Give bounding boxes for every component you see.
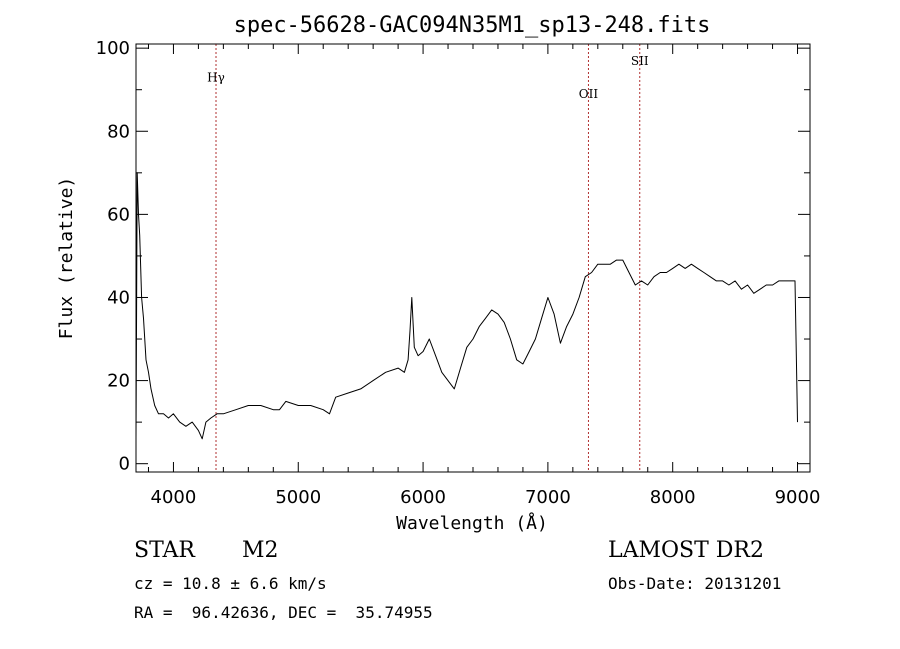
survey-name: LAMOST DR2 [608,538,764,563]
chart-title: spec-56628-GAC094N35M1_sp13-248.fits [234,13,711,38]
y-tick-label: 0 [119,454,130,475]
line-marker-label: OII [579,87,599,101]
x-tick-label: 5000 [275,487,321,508]
y-tick-label: 40 [107,287,130,308]
line-marker-label: SII [631,54,649,68]
spectrum-line [135,172,798,440]
plot-frame [135,43,811,473]
y-tick-label: 100 [96,38,130,59]
y-axis-label: Flux (relative) [56,177,77,340]
y-tick-label: 20 [107,371,130,392]
x-tick-label: 6000 [400,487,446,508]
y-tick-label: 60 [107,204,130,225]
x-tick-label: 8000 [650,487,696,508]
obs-date: Obs-Date: 20131201 [608,574,782,593]
coordinates: RA = 96.42636, DEC = 35.74955 [134,603,433,622]
object-type: STAR [134,538,195,563]
x-tick-label: 9000 [775,487,821,508]
object-subclass: M2 [242,538,279,563]
y-tick-label: 80 [107,121,130,142]
plot-area: 4000 5000 6000 7000 8000 9000 0 20 40 60 80 100 Hγ OI… [96,38,821,508]
redshift-info: cz = 10.8 ± 6.6 km/s [134,574,327,593]
x-axis-label: Wavelength (Å) [396,512,548,534]
line-marker-label: Hγ [207,70,225,84]
x-tick-label: 7000 [525,487,571,508]
x-tick-label: 4000 [151,487,197,508]
